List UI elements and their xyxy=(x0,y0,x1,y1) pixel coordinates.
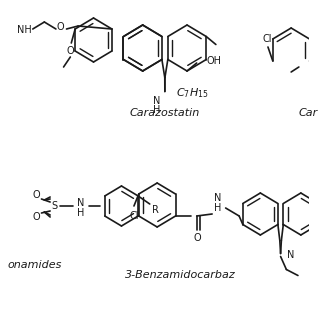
Text: O: O xyxy=(194,233,202,243)
Text: H: H xyxy=(214,203,222,213)
Text: O: O xyxy=(33,190,40,200)
Text: N: N xyxy=(154,95,161,106)
Text: Cl: Cl xyxy=(129,211,139,221)
Text: N: N xyxy=(286,251,294,260)
Text: H: H xyxy=(77,208,85,218)
Text: Carazostatin: Carazostatin xyxy=(130,108,200,118)
Text: OH: OH xyxy=(206,56,221,66)
Text: R: R xyxy=(152,205,159,215)
Text: NH: NH xyxy=(17,25,32,35)
Text: O: O xyxy=(57,22,65,32)
Text: 3-Benzamidocarbaz: 3-Benzamidocarbaz xyxy=(125,270,236,280)
Text: Cl: Cl xyxy=(262,34,272,44)
Text: N: N xyxy=(77,198,85,208)
Text: Car: Car xyxy=(299,108,318,118)
Text: $C_7H_{15}$: $C_7H_{15}$ xyxy=(176,86,208,100)
Text: H: H xyxy=(154,105,161,115)
Text: S: S xyxy=(51,201,57,211)
Text: O: O xyxy=(33,212,40,222)
Text: O: O xyxy=(67,46,74,56)
Text: onamides: onamides xyxy=(8,260,62,270)
Text: N: N xyxy=(214,193,222,203)
